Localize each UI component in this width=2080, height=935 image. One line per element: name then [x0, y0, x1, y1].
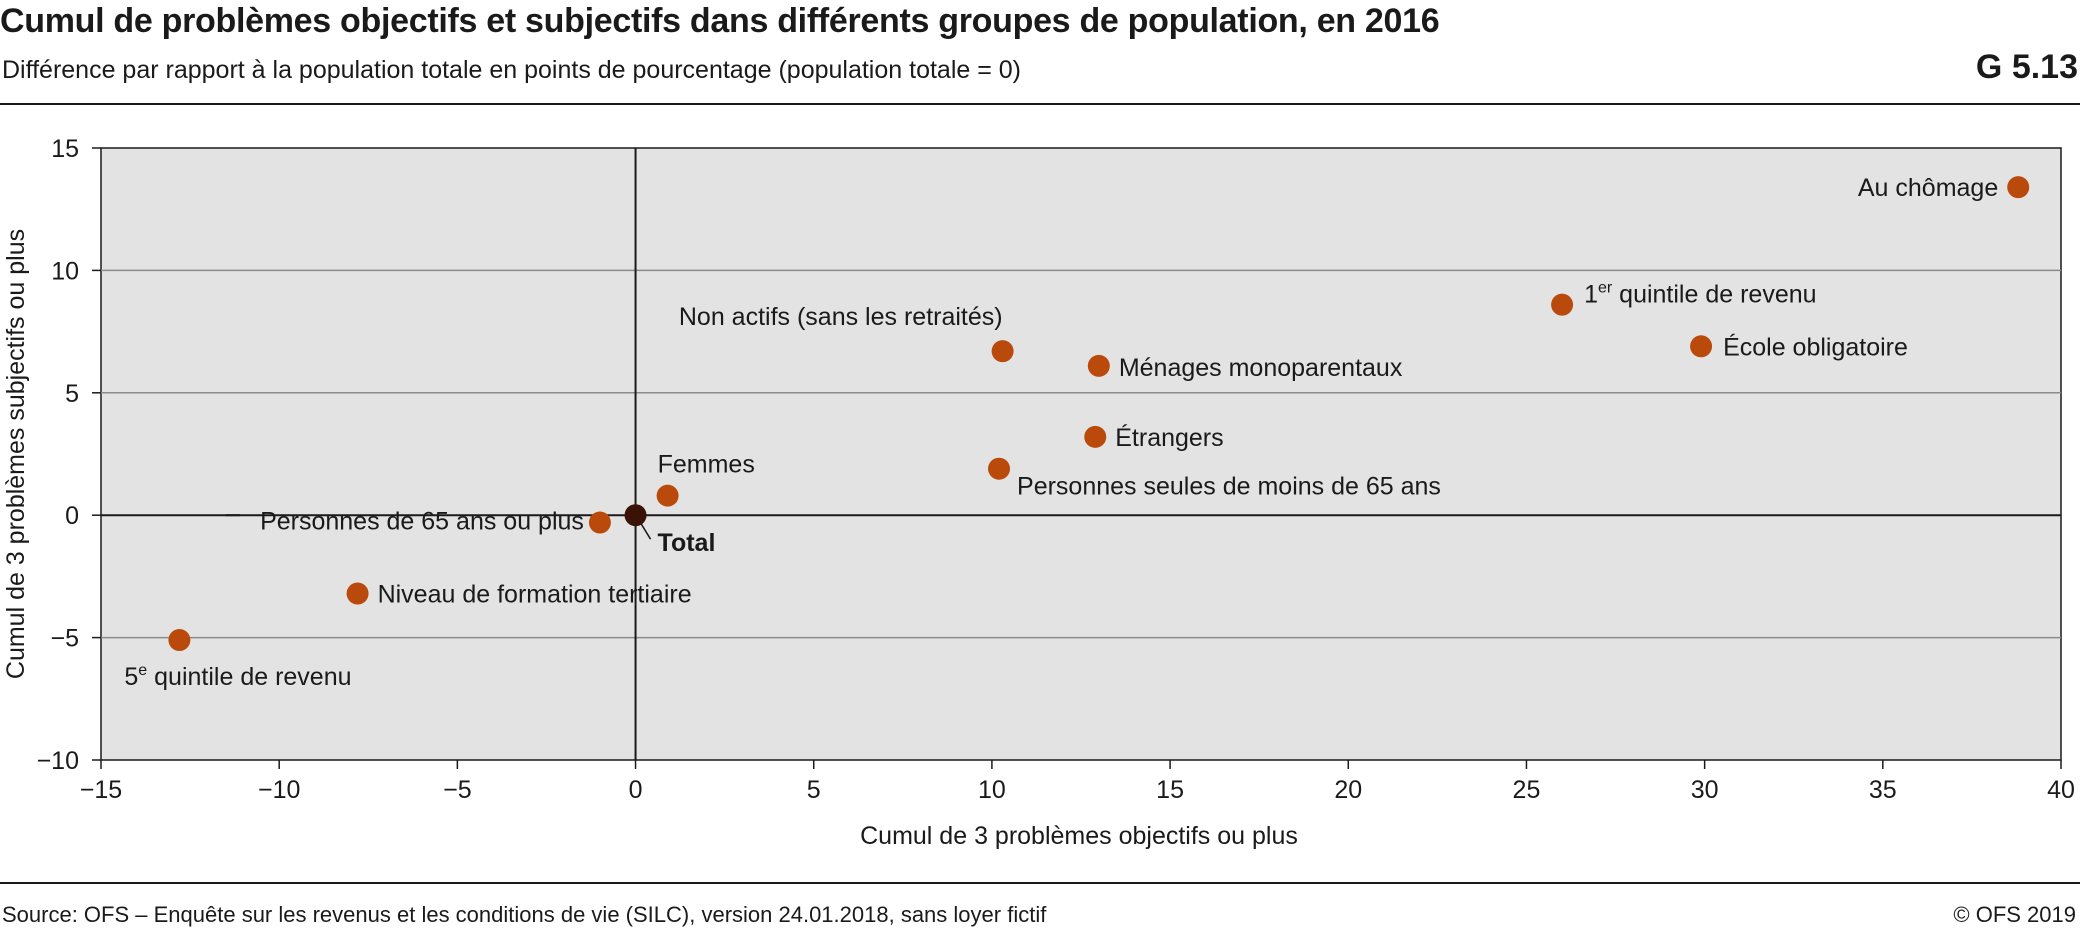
point-label: Personnes de 65 ans ou plus [260, 508, 584, 536]
chart-code: G 5.13 [1975, 48, 2078, 86]
y-tick-label: 15 [51, 135, 79, 163]
point-label: Total [658, 529, 716, 557]
x-tick-label: 35 [1869, 776, 1897, 804]
point-label: Non actifs (sans les retraités) [679, 303, 1003, 331]
bottom-rule [0, 882, 2080, 884]
x-tick-label: 15 [1156, 776, 1184, 804]
y-axis-label: Cumul de 3 problèmes subjectifs ou plus [2, 229, 30, 679]
point-label: 1er quintile de revenu [1584, 280, 1816, 309]
y-tick-label: 10 [51, 257, 79, 285]
y-tick-label: 5 [65, 380, 79, 408]
data-point [1690, 335, 1713, 358]
point-label: Niveau de formation tertiaire [378, 581, 692, 609]
x-tick-label: 30 [1691, 776, 1719, 804]
point-label: Au chômage [1858, 174, 1998, 202]
x-tick-label: 20 [1334, 776, 1362, 804]
data-point [2007, 176, 2030, 199]
y-tick-label: 0 [65, 502, 79, 530]
point-label: Ménages monoparentaux [1119, 354, 1403, 382]
data-point [1087, 354, 1110, 377]
point-label: Femmes [658, 451, 755, 479]
data-point [168, 629, 191, 652]
chart-title: Cumul de problèmes objectifs et subjecti… [0, 2, 1440, 40]
data-point [988, 457, 1011, 480]
point-labels: Au chômage 1er quintile de revenu École ob… [124, 174, 1998, 691]
x-tick-label: 25 [1513, 776, 1541, 804]
point-label: École obligatoire [1723, 332, 1908, 361]
x-tick-label: −5 [443, 776, 472, 804]
data-point [656, 484, 679, 507]
x-tick-label: 40 [2047, 776, 2075, 804]
x-tick-label: 10 [978, 776, 1006, 804]
top-rule [0, 103, 2080, 105]
x-tick-label: 0 [629, 776, 643, 804]
y-tick-label: −5 [50, 625, 79, 653]
data-point [991, 340, 1014, 363]
data-point [1551, 293, 1574, 316]
point-label: 5e quintile de revenu [124, 662, 351, 691]
plot-area [100, 147, 2062, 761]
data-point [588, 511, 611, 534]
y-tick-label: −10 [37, 747, 79, 775]
data-point [346, 582, 369, 605]
x-tick-label: 5 [807, 776, 821, 804]
point-label: Étrangers [1115, 423, 1223, 452]
grid-lines [101, 269, 2061, 639]
x-tick-label: −15 [80, 776, 122, 804]
chart-subtitle: Différence par rapport à la population t… [2, 56, 1021, 84]
source-note: Source: OFS – Enquête sur les revenus et… [2, 902, 1047, 927]
x-axis-label: Cumul de 3 problèmes objectifs ou plus [860, 822, 1298, 850]
copyright: © OFS 2019 [1953, 902, 2076, 927]
data-point [624, 504, 647, 527]
point-label: Personnes seules de moins de 65 ans [1017, 473, 1441, 501]
data-points [168, 176, 2030, 652]
data-point [1084, 425, 1107, 448]
zero-axes [101, 148, 2061, 760]
x-tick-label: −10 [258, 776, 300, 804]
